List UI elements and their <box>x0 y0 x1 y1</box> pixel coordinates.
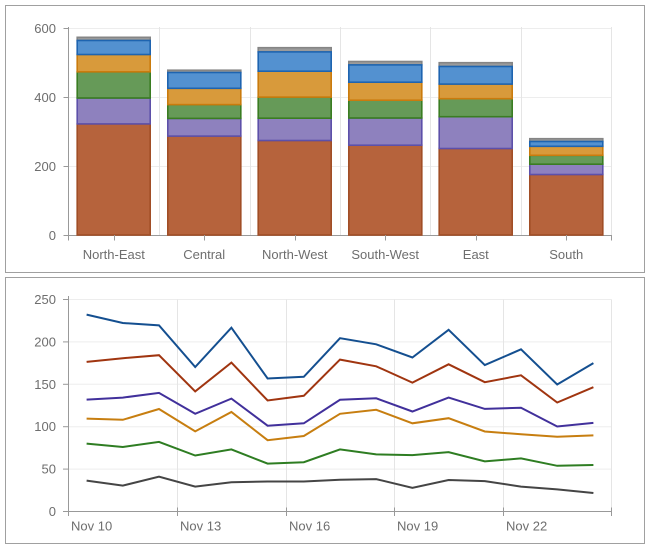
svg-text:Nov 22: Nov 22 <box>506 518 547 533</box>
svg-text:200: 200 <box>34 334 56 349</box>
svg-text:Nov 19: Nov 19 <box>397 518 438 533</box>
svg-text:Nov 16: Nov 16 <box>289 518 330 533</box>
svg-text:North-West: North-West <box>262 247 328 262</box>
svg-text:100: 100 <box>34 419 56 434</box>
svg-text:200: 200 <box>34 159 56 174</box>
svg-text:400: 400 <box>34 90 56 105</box>
svg-text:600: 600 <box>34 21 56 36</box>
svg-text:0: 0 <box>49 228 56 243</box>
svg-text:150: 150 <box>34 377 56 392</box>
svg-text:Nov 13: Nov 13 <box>180 518 221 533</box>
svg-text:Central: Central <box>183 247 225 262</box>
svg-text:South: South <box>549 247 583 262</box>
svg-text:South-West: South-West <box>351 247 419 262</box>
svg-text:East: East <box>463 247 489 262</box>
svg-text:0: 0 <box>49 504 56 519</box>
svg-text:250: 250 <box>34 292 56 307</box>
svg-text:North-East: North-East <box>83 247 146 262</box>
svg-text:50: 50 <box>42 462 56 477</box>
svg-text:Nov 10: Nov 10 <box>71 518 112 533</box>
